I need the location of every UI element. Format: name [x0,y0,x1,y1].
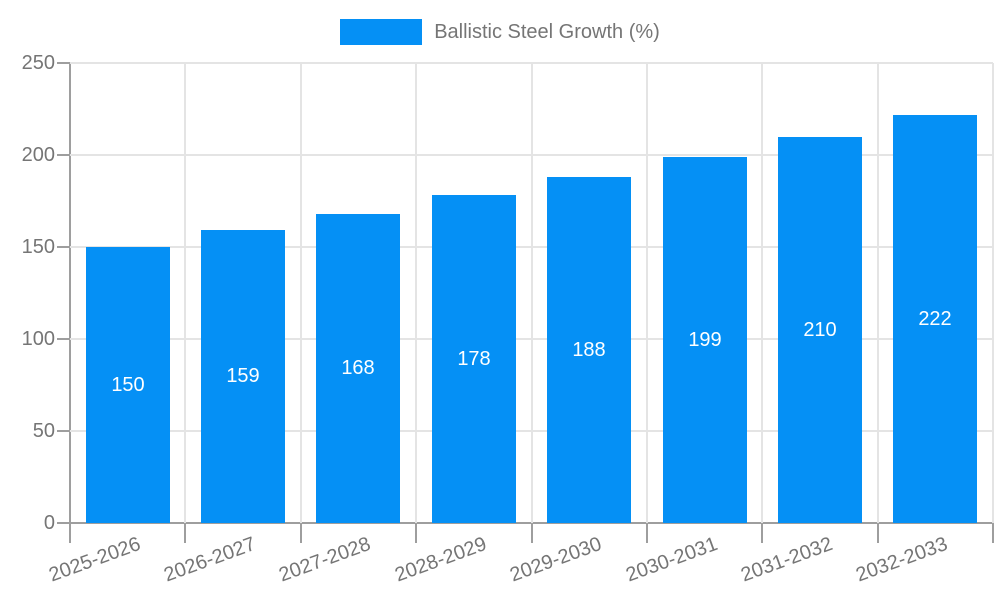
x-tick [761,523,764,543]
x-tick [69,523,71,543]
x-tick [530,523,533,543]
bar-value-label: 210 [803,318,837,341]
y-axis-line [69,63,71,543]
legend-swatch-icon [340,19,423,45]
v-gridline [992,63,994,523]
y-tick [57,338,70,340]
y-tick-label: 150 [21,236,55,258]
bar[interactable]: 168 [316,214,400,523]
bar[interactable]: 210 [778,137,862,523]
y-tick-label: 0 [43,512,55,534]
v-gridline [761,63,764,523]
plot-area: 150 159 168 178 188 199 210 222 [70,62,994,523]
x-tick [645,523,648,543]
bar[interactable]: 199 [663,157,747,523]
v-gridline [530,63,533,523]
bar-value-label: 199 [688,328,722,351]
v-gridline [184,63,187,523]
x-category-label: 2031-2032 [738,533,836,587]
x-category-label: 2026-2027 [161,533,259,587]
legend[interactable]: Ballistic Steel Growth (%) [0,19,1000,45]
y-tick-label: 50 [32,420,55,442]
v-gridline [645,63,648,523]
y-tick [57,522,70,524]
x-tick [415,523,418,543]
legend-label: Ballistic Steel Growth (%) [434,20,660,43]
x-category-label: 2028-2029 [391,533,490,587]
bar[interactable]: 178 [432,195,516,523]
x-tick [184,523,187,543]
bar[interactable]: 150 [86,247,170,523]
x-tick [992,523,994,543]
y-tick-label: 100 [21,328,55,350]
x-category-label: 2027-2028 [276,533,374,587]
bar[interactable]: 222 [893,115,977,523]
y-tick-label: 200 [21,144,55,166]
bar-value-label: 188 [572,338,606,361]
x-category-label: 2025-2026 [45,533,144,587]
y-tick [57,246,70,248]
bar[interactable]: 188 [547,177,631,523]
v-gridline [415,63,418,523]
x-tick [299,523,302,543]
bar-value-label: 178 [457,347,491,370]
v-gridline [299,63,302,523]
y-tick [57,430,70,432]
x-category-label: 2030-2031 [622,533,721,587]
y-tick [57,62,70,64]
bar-value-label: 150 [111,373,145,396]
bar[interactable]: 159 [201,230,285,523]
v-gridline [876,63,879,523]
x-category-label: 2029-2030 [507,533,605,587]
x-category-label: 2032-2033 [853,533,951,587]
bar-value-label: 222 [918,307,952,330]
y-tick [57,154,70,156]
bar-value-label: 168 [341,357,375,379]
x-tick [876,523,879,543]
y-tick-label: 250 [21,52,55,74]
bar-value-label: 159 [226,365,260,387]
